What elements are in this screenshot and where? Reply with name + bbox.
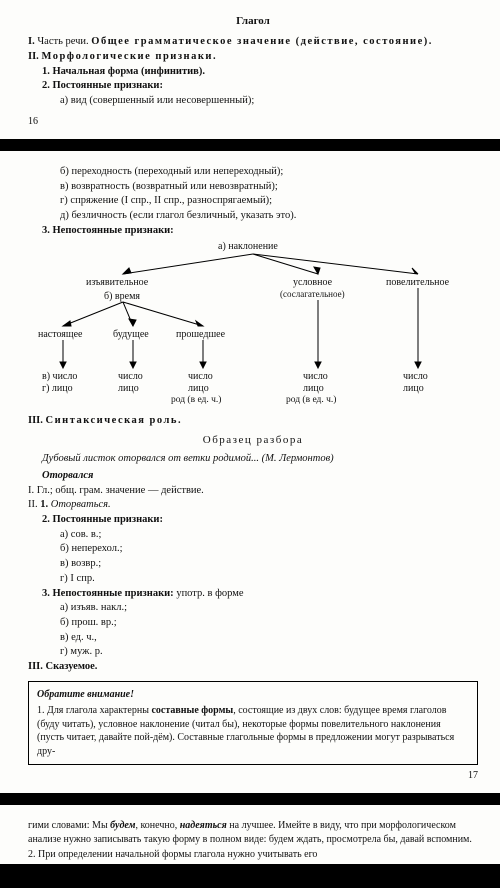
continuation-text: гими словами: Мы будем, конечно, надеять… — [28, 819, 478, 846]
r4b: б) прош. вр.; — [60, 616, 478, 631]
leaf-5b: лицо — [403, 382, 424, 396]
roman-i: I. — [28, 36, 35, 47]
example-sentence: Дубовый листок оторвался от ветки родимо… — [42, 452, 478, 467]
r3c: в) возвр.; — [60, 557, 478, 572]
initial-form: 1. Начальная форма (инфинитив). — [42, 65, 478, 80]
analysis-2: 2. Постоянные признаки: — [42, 513, 478, 528]
transitivity: б) переходность (переходный или неперехо… — [60, 165, 478, 180]
page-17: б) переходность (переходный или неперехо… — [0, 151, 500, 793]
line-iii: III. Синтаксическая роль. — [28, 414, 478, 429]
page-16: Глагол I. Часть речи. Общее грамматическ… — [0, 0, 500, 139]
attention-box: Обратите внимание! 1. Для глагола характ… — [28, 681, 478, 766]
r3a: а) сов. в.; — [60, 528, 478, 543]
leaf-2b: лицо — [118, 382, 139, 396]
node-present: настоящее — [38, 328, 82, 342]
node-indicative: изъявительное — [86, 276, 148, 290]
node-conditional2: (сослагательное) — [280, 288, 345, 301]
line-i: I. Часть речи. Общее грамматическое знач… — [28, 35, 478, 50]
analysis-3: 3. Непостоянные признаки: употр. в форме — [42, 587, 478, 602]
node-tense-label: б) время — [104, 290, 140, 304]
node-future: будущее — [113, 328, 149, 342]
impersonal: д) безличность (если глагол безличный, у… — [60, 209, 478, 224]
page-number-16: 16 — [28, 115, 478, 129]
node-past: прошедшее — [176, 328, 225, 342]
analysis-i: I. Гл.; общ. грам. значение — действие. — [28, 484, 478, 499]
r3d: г) I спр. — [60, 572, 478, 587]
box-title: Обратите внимание! — [37, 688, 469, 702]
node-imperative: повелительное — [386, 276, 449, 290]
mood-diagram: а) наклонение изъявительное условное (со… — [28, 240, 478, 410]
morph-features: Морфологические признаки. — [41, 51, 217, 62]
line-ii: II. Морфологические признаки. — [28, 50, 478, 65]
heading-glagol: Глагол — [28, 14, 478, 29]
roman-iii: III. — [28, 415, 43, 426]
part-of-speech: Часть речи. — [37, 36, 88, 47]
r4c: в) ед. ч., — [60, 631, 478, 646]
nonpermanent: 3. Непостоянные признаки: — [42, 224, 478, 239]
leaf-1b: г) лицо — [42, 382, 73, 396]
node-mood: а) наклонение — [218, 240, 278, 254]
sample-heading: Образец разбора — [28, 433, 478, 448]
aspect: а) вид (совершенный или несовершенный); — [60, 94, 478, 109]
example-word: Оторвался — [42, 469, 478, 484]
gram-meaning: Общее грамматическое значение (действие,… — [91, 36, 433, 47]
syntactic-role: Синтаксическая роль. — [46, 415, 183, 426]
permanent-features: 2. Постоянные признаки: — [42, 79, 478, 94]
box-text: 1. Для глагола характерны составные форм… — [37, 704, 469, 758]
point-2: 2. При определении начальной формы глаго… — [28, 848, 478, 862]
page-18: гими словами: Мы будем, конечно, надеять… — [0, 805, 500, 864]
r3b: б) неперехол.; — [60, 542, 478, 557]
r4a: а) изъяв. накл.; — [60, 601, 478, 616]
r4d: г) муж. р. — [60, 645, 478, 660]
roman-ii: II. — [28, 51, 39, 62]
analysis-ii-1: II. 1. Оторваться. — [28, 498, 478, 513]
reflexivity: в) возвратность (возвратный или невозвра… — [60, 180, 478, 195]
leaf-4c: род (в ед. ч.) — [286, 394, 336, 407]
leaf-3c: род (в ед. ч.) — [171, 394, 221, 407]
page-number-17: 17 — [28, 769, 478, 783]
analysis-iii: III. Сказуемое. — [28, 660, 478, 675]
conjugation: г) спряжение (I спр., II спр., разноспря… — [60, 194, 478, 209]
